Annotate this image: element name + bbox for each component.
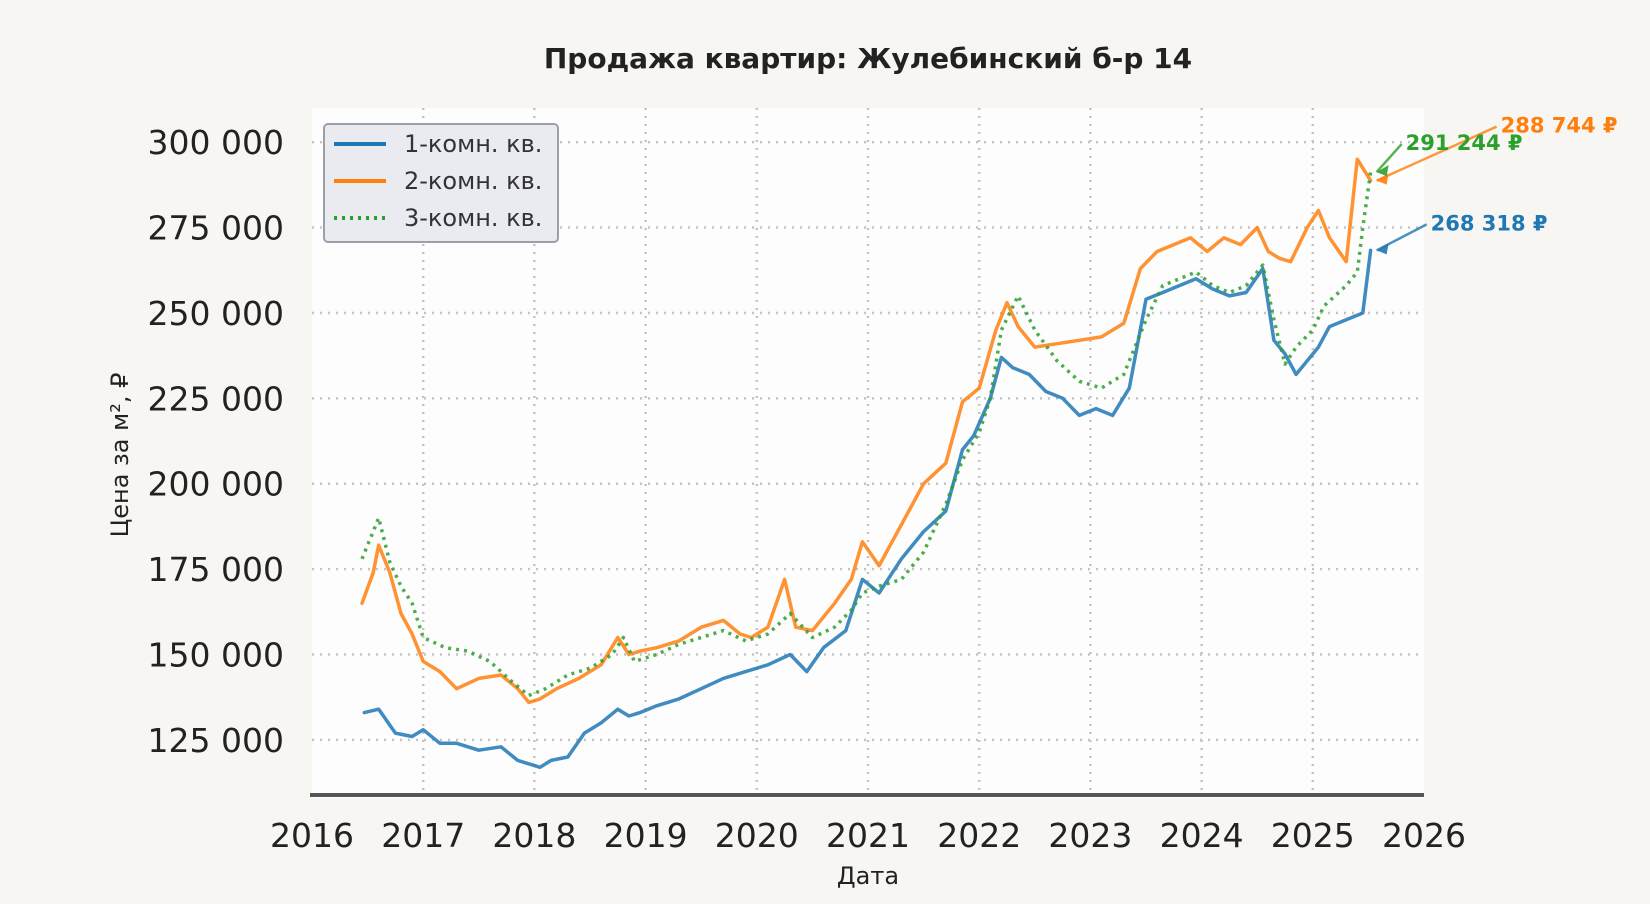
x-tick-label: 2026 <box>1382 816 1466 855</box>
x-tick-label: 2021 <box>826 816 910 855</box>
y-axis-label: Цена за м², ₽ <box>106 373 134 538</box>
x-axis-label: Дата <box>837 862 899 890</box>
legend: 1-комн. кв. 2-комн. кв. 3-комн. кв. <box>323 123 559 243</box>
annotation-label: 291 244 ₽ <box>1406 131 1523 155</box>
value-annotation-3: 268 318 ₽ <box>1376 211 1548 255</box>
y-tick-label: 250 000 <box>148 294 284 333</box>
x-tick-label: 2017 <box>381 816 465 855</box>
value-annotation-2: 291 244 ₽ <box>1375 131 1523 177</box>
legend-label-3: 3-комн. кв. <box>404 204 542 232</box>
x-tick-label: 2018 <box>492 816 576 855</box>
y-tick-label: 225 000 <box>148 379 284 418</box>
y-tick-label: 275 000 <box>148 209 284 248</box>
x-tick-label: 2023 <box>1048 816 1132 855</box>
value-annotation-1: 288 744 ₽ <box>1376 114 1618 185</box>
x-tick-label: 2016 <box>270 816 354 855</box>
series-line-3 <box>360 171 1373 698</box>
y-tick-label: 175 000 <box>148 550 284 589</box>
y-tick-label: 300 000 <box>148 123 284 162</box>
x-tick-label: 2022 <box>937 816 1021 855</box>
series-lines <box>360 157 1373 770</box>
tick-labels: 2016 2017 2018 2019 2020 2021 2022 2023 2024 2025… <box>148 123 1466 855</box>
y-tick-label: 125 000 <box>148 721 284 760</box>
x-tick-label: 2019 <box>604 816 688 855</box>
annotations: 288 744 ₽291 244 ₽ 268 318 ₽ <box>1375 114 1618 255</box>
legend-label-1: 1-комн. кв. <box>404 130 542 158</box>
chart-title: Продажа квартир: Жулебинский б-р 14 <box>544 42 1192 75</box>
legend-box <box>323 123 559 243</box>
x-tick-label: 2020 <box>715 816 799 855</box>
y-tick-label: 200 000 <box>148 465 284 504</box>
x-tick-label: 2025 <box>1271 816 1355 855</box>
y-tick-label: 150 000 <box>148 636 284 675</box>
x-tick-label: 2024 <box>1160 816 1244 855</box>
annotation-label: 268 318 ₽ <box>1431 211 1548 235</box>
series-line-1 <box>362 248 1373 770</box>
legend-label-2: 2-комн. кв. <box>404 167 542 195</box>
series-line-2 <box>360 157 1373 705</box>
annotation-label: 288 744 ₽ <box>1501 114 1618 138</box>
